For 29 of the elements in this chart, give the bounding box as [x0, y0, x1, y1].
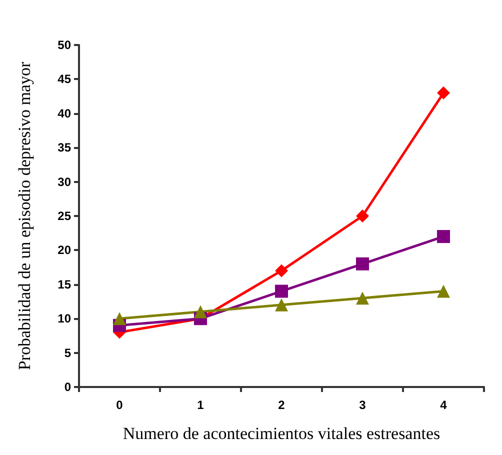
x-tick-label: 0 [116, 398, 124, 412]
point [356, 257, 369, 270]
y-tick-label: 40 [58, 106, 72, 120]
point [437, 284, 450, 298]
point [275, 264, 288, 278]
y-tick-label: 10 [58, 312, 72, 326]
point [275, 284, 288, 298]
y-tick-label: 45 [58, 72, 72, 86]
y-tick-label: 30 [58, 174, 72, 189]
y-tick-label: 15 [58, 277, 72, 292]
point [275, 298, 288, 312]
y-tick-label: 25 [58, 209, 72, 223]
point [437, 230, 450, 244]
y-tick-label: 5 [64, 346, 72, 360]
point [437, 86, 450, 100]
x-axis-title: Numero de acontecimientos vitales estresantes [122, 424, 440, 443]
y-axis-title: Probabilidad de un episodio depresivo mayor [15, 62, 34, 370]
x-tick-label: 1 [197, 398, 204, 412]
y-tick-label: 35 [58, 140, 72, 155]
y-tick-label: 50 [58, 38, 72, 52]
x-tick-label: 2 [278, 398, 286, 412]
point [194, 305, 207, 318]
point [113, 312, 126, 326]
y-tick-label: 0 [64, 380, 72, 394]
x-tick-label: 3 [359, 398, 366, 412]
point [356, 210, 369, 222]
y-tick-label: 20 [58, 243, 72, 258]
point [356, 292, 369, 305]
x-tick-label: 4 [440, 398, 448, 412]
